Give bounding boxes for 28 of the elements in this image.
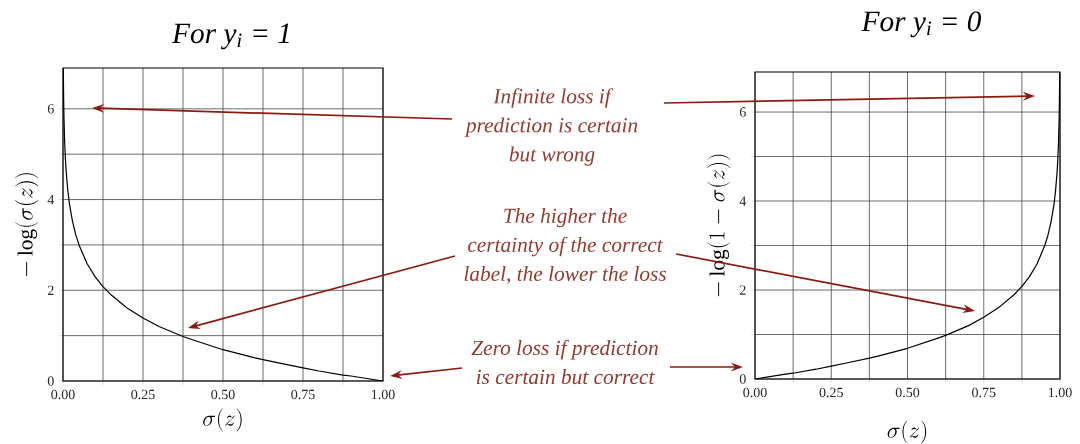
text: Infinite loss if prediction is certain but wrong [464,88,638,166]
y-axis-title: $-\log(\sigma(z))$ [15,173,39,277]
chart-title: For y$_{i}$ = 1 [171,23,289,50]
y-axis-title: $-\log(1-\sigma(z))$ [707,154,731,297]
x-tick-label: 1.00 [1048,387,1072,398]
y-tick-label: 4 [739,196,747,206]
x-tick-label: 1.00 [371,389,395,400]
y-tick-label: 6 [47,104,54,114]
line-series [63,68,384,381]
x-tick-label: 0.50 [895,387,920,398]
y-tick-label: 6 [739,107,746,117]
x-axis-title: $\sigma(z)$ [203,408,242,432]
x-tick-label: 0.00 [51,389,75,400]
y-tick-label: 0 [47,376,54,386]
x-tick-label: 0.50 [211,389,235,400]
text: The higher the certainty of the correct label, the lower the loss [464,207,667,285]
x-tick-label: 0.00 [743,387,767,398]
y-tick-label: 0 [739,374,746,384]
y-tick-label: 2 [47,285,54,295]
y-tick-label: 2 [739,285,746,295]
x-axis-title: $\sigma(z)$ [887,420,927,444]
x-tick-label: 0.75 [972,387,996,398]
x-tick-label: 0.75 [291,389,315,400]
chart-title: For y$_{i}$ = 0 [861,11,982,38]
x-tick-label: 0.25 [131,389,155,400]
text: Zero loss if prediction is certain but correct [471,339,658,385]
x-tick-label: 0.25 [819,387,843,398]
y-tick-label: 4 [47,194,55,205]
